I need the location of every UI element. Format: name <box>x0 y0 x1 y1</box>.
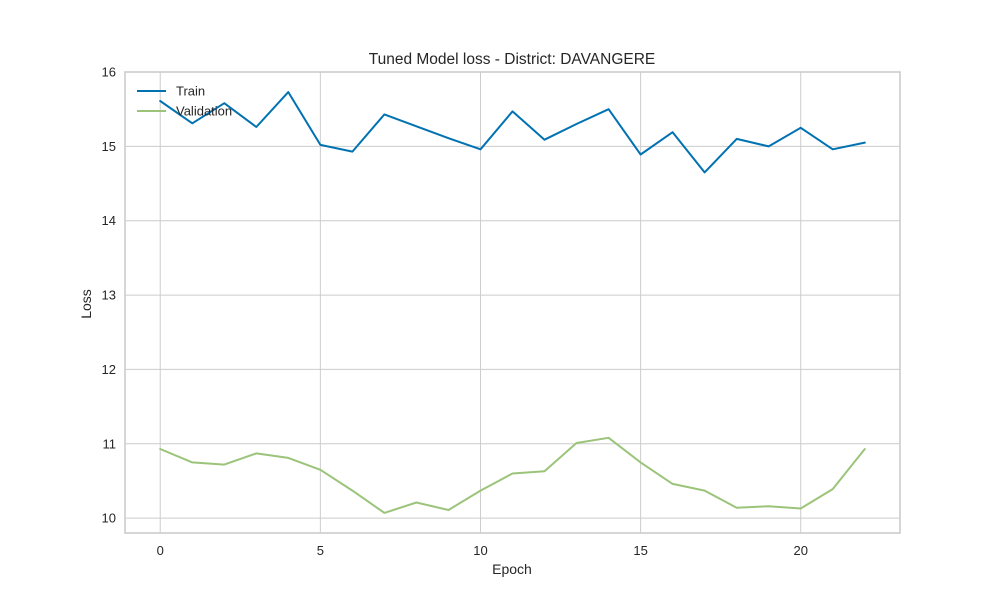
series-line-train <box>159 91 866 174</box>
legend: Train Validation <box>137 84 232 119</box>
y-tick-label: 13 <box>102 288 116 303</box>
y-tick-label: 10 <box>102 511 116 526</box>
legend-label-train: Train <box>176 84 205 99</box>
y-tick-label: 11 <box>103 436 117 451</box>
plot-frame <box>124 71 901 534</box>
series-line-validation <box>159 436 866 514</box>
x-tick-label: 20 <box>793 543 807 558</box>
x-tick-label: 15 <box>633 543 647 558</box>
series-lines <box>159 91 866 514</box>
legend-label-validation: Validation <box>176 104 232 119</box>
tick-labels: 0 5 10 15 20 10 11 12 13 14 15 16 <box>102 65 808 559</box>
y-axis-label: Loss <box>78 289 94 319</box>
y-tick-label: 12 <box>102 362 116 377</box>
y-tick-label: 14 <box>102 213 116 228</box>
x-axis-label: Epoch <box>492 561 532 577</box>
x-tick-label: 0 <box>157 543 164 558</box>
x-tick-label: 10 <box>473 543 487 558</box>
y-tick-label: 16 <box>102 65 116 80</box>
x-tick-label: 5 <box>317 543 324 558</box>
chart-title: Tuned Model loss - District: DAVANGERE <box>369 51 656 68</box>
y-tick-label: 15 <box>102 139 116 154</box>
